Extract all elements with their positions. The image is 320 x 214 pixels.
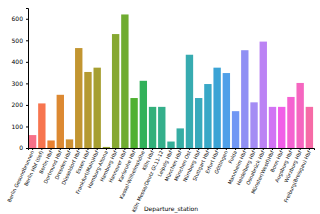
- x-tick-mark: [69, 148, 70, 150]
- y-tick: 0: [19, 144, 28, 151]
- y-axis-line: [26, 9, 29, 149]
- x-tick-mark: [272, 148, 273, 150]
- x-axis: Berlin GesundbrunnenBerlin Hbf (tief)Ber…: [6, 148, 315, 213]
- x-tick-mark: [152, 148, 153, 150]
- y-tick-label: 100: [12, 123, 24, 130]
- bars: [29, 14, 313, 148]
- x-tick-mark: [60, 148, 61, 150]
- y-tick-label: 300: [12, 80, 24, 87]
- x-tick-mark: [115, 148, 116, 150]
- x-tick: Freiburg(Breisgau) Hbf: [283, 148, 313, 204]
- y-tick-mark: [26, 126, 28, 127]
- x-axis-title: Departure_station: [144, 205, 198, 213]
- x-tick-mark: [106, 148, 107, 150]
- y-tick-mark: [26, 40, 28, 41]
- plot: Berlin GesundbrunnenBerlin Hbf (tief)Ber…: [6, 9, 315, 214]
- x-tick-mark: [78, 148, 79, 150]
- x-tick-label: Freiburg(Breisgau) Hbf: [283, 149, 313, 203]
- bar: [57, 95, 64, 148]
- x-tick-mark: [263, 148, 264, 150]
- x-tick-mark: [180, 148, 181, 150]
- x-tick-mark: [217, 148, 218, 150]
- x-tick-mark: [198, 148, 199, 150]
- bar: [306, 107, 313, 148]
- bar: [278, 107, 285, 148]
- x-tick-mark: [161, 148, 162, 150]
- x-tick-mark: [226, 148, 227, 150]
- bar: [177, 128, 184, 148]
- x-tick-mark: [281, 148, 282, 150]
- x-tick-mark: [254, 148, 255, 150]
- bar: [167, 142, 174, 148]
- x-tick-label: Köln Messe/Deutz Gl.11-12: [130, 150, 164, 213]
- y-tick-label: 200: [12, 101, 24, 108]
- x-tick-mark: [134, 148, 135, 150]
- y-tick-label: 600: [12, 15, 24, 22]
- x-tick-mark: [309, 148, 310, 150]
- x-tick: Köln Messe/Deutz Gl.11-12: [130, 148, 164, 213]
- bar: [47, 140, 54, 148]
- bar: [149, 107, 156, 148]
- bar: [112, 34, 119, 148]
- y-tick-mark: [26, 148, 28, 149]
- y-tick-label: 400: [12, 58, 24, 65]
- bar: [140, 81, 147, 148]
- bar: [223, 73, 230, 148]
- bar: [213, 68, 220, 148]
- bar: [232, 111, 239, 148]
- y-tick: 400: [12, 58, 28, 65]
- bar: [269, 107, 276, 148]
- y-tick-mark: [26, 105, 28, 106]
- x-tick-mark: [143, 148, 144, 150]
- bar: [94, 68, 101, 148]
- x-tick-mark: [207, 148, 208, 150]
- bar: [103, 147, 110, 148]
- y-tick-label: 500: [12, 37, 24, 44]
- y-axis: 0 100 200 300 400 500 600: [12, 9, 29, 152]
- bar: [121, 14, 128, 148]
- bar: [287, 97, 294, 148]
- bar: [38, 103, 45, 148]
- bar: [130, 98, 137, 148]
- y-tick: 200: [12, 101, 28, 108]
- bar: [29, 135, 36, 148]
- y-tick: 300: [12, 80, 28, 87]
- x-tick-mark: [171, 148, 172, 150]
- y-tick-label: 0: [19, 144, 23, 151]
- y-tick: 100: [12, 123, 28, 130]
- x-tick-mark: [124, 148, 125, 150]
- x-tick-mark: [32, 148, 33, 150]
- bar: [241, 50, 248, 148]
- y-tick: 600: [12, 15, 28, 22]
- x-tick-mark: [51, 148, 52, 150]
- x-tick-mark: [290, 148, 291, 150]
- bar: [66, 139, 73, 148]
- x-axis-line: [29, 149, 315, 151]
- x-tick-mark: [235, 148, 236, 150]
- bar: [260, 42, 267, 148]
- bar: [75, 48, 82, 148]
- x-tick-mark: [87, 148, 88, 150]
- bar: [195, 98, 202, 148]
- bar: [84, 72, 91, 148]
- y-tick: 500: [12, 37, 28, 44]
- x-tick-mark: [189, 148, 190, 150]
- x-tick-mark: [41, 148, 42, 150]
- x-tick-mark: [244, 148, 245, 150]
- bar: [250, 102, 257, 148]
- chart: Berlin GesundbrunnenBerlin Hbf (tief)Ber…: [0, 0, 320, 214]
- x-tick-mark: [300, 148, 301, 150]
- bar: [186, 55, 193, 148]
- y-tick-mark: [26, 19, 28, 20]
- x-tick-mark: [97, 148, 98, 150]
- y-tick-mark: [26, 62, 28, 63]
- bar: [204, 84, 211, 148]
- bar: [158, 107, 165, 148]
- bar: [296, 83, 303, 148]
- y-tick-mark: [26, 83, 28, 84]
